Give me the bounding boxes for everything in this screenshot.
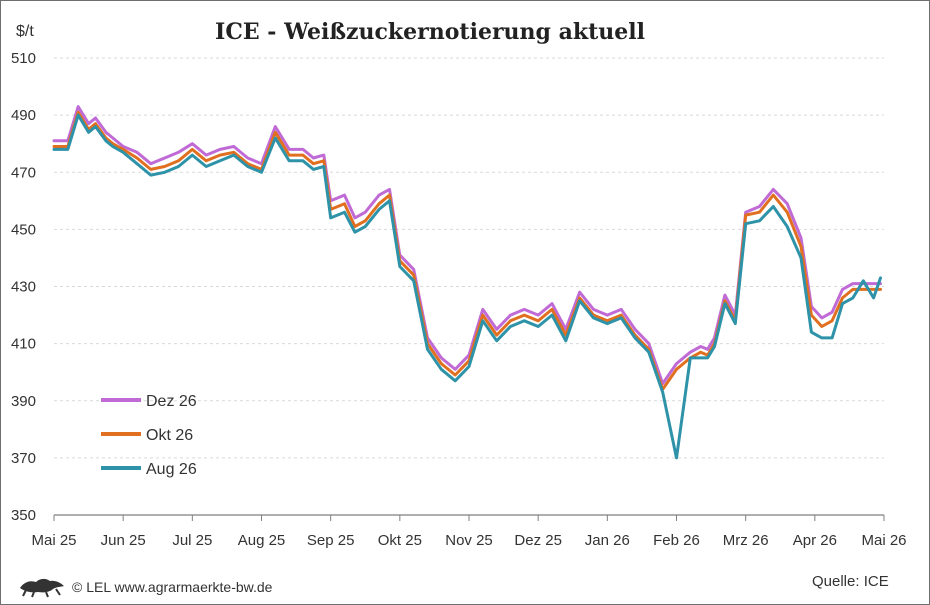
legend-label: Aug 26 bbox=[146, 461, 197, 478]
x-tick-label: Jan 26 bbox=[585, 532, 630, 549]
y-tick-labels: 350 370 390 410 430 450 470 490 510 bbox=[11, 50, 36, 524]
y-tick-label: 410 bbox=[11, 336, 36, 353]
grid-lines bbox=[54, 57, 884, 459]
y-tick-label: 430 bbox=[11, 279, 36, 296]
x-tick-label: Feb 26 bbox=[653, 532, 700, 549]
x-tick-label: Mrz 26 bbox=[723, 532, 769, 549]
copyright-text: © LEL www.agrarmaerkte-bw.de bbox=[72, 579, 273, 595]
x-tick-label: Dez 25 bbox=[514, 532, 562, 549]
x-tick-label: Sep 25 bbox=[307, 532, 355, 549]
legend-label: Okt 26 bbox=[146, 427, 193, 444]
x-tick-label: Mai 25 bbox=[31, 532, 76, 549]
legend: Dez 26 Okt 26 Aug 26 bbox=[101, 393, 197, 478]
x-tick-label: Jun 25 bbox=[101, 532, 146, 549]
lion-logo-icon bbox=[20, 578, 64, 598]
source-text: Quelle: ICE bbox=[812, 573, 889, 590]
series-line-0 bbox=[52, 105, 882, 386]
chart-title: ICE - Weißzuckernotierung aktuell bbox=[215, 19, 645, 45]
y-tick-label: 390 bbox=[11, 393, 36, 410]
series-lines bbox=[52, 105, 882, 460]
y-axis-unit: $/t bbox=[16, 23, 34, 40]
x-tick-label: Mai 26 bbox=[861, 532, 906, 549]
series-line-2 bbox=[52, 113, 882, 460]
y-tick-label: 470 bbox=[11, 164, 36, 181]
y-tick-label: 450 bbox=[11, 221, 36, 238]
x-tick-label: Jul 25 bbox=[172, 532, 212, 549]
y-tick-label: 510 bbox=[11, 50, 36, 67]
x-tick-label: Nov 25 bbox=[445, 532, 493, 549]
x-tick-label: Aug 25 bbox=[238, 532, 286, 549]
x-tick-label: Okt 25 bbox=[378, 532, 422, 549]
y-tick-label: 350 bbox=[11, 507, 36, 524]
legend-label: Dez 26 bbox=[146, 393, 197, 410]
x-axis: Mai 25 Jun 25 Jul 25 Aug 25 Sep 25 Okt 25 Nov … bbox=[31, 514, 907, 549]
y-tick-label: 370 bbox=[11, 450, 36, 467]
y-tick-label: 490 bbox=[11, 107, 36, 124]
x-tick-label: Apr 26 bbox=[793, 532, 837, 549]
series-line-1 bbox=[52, 110, 882, 391]
